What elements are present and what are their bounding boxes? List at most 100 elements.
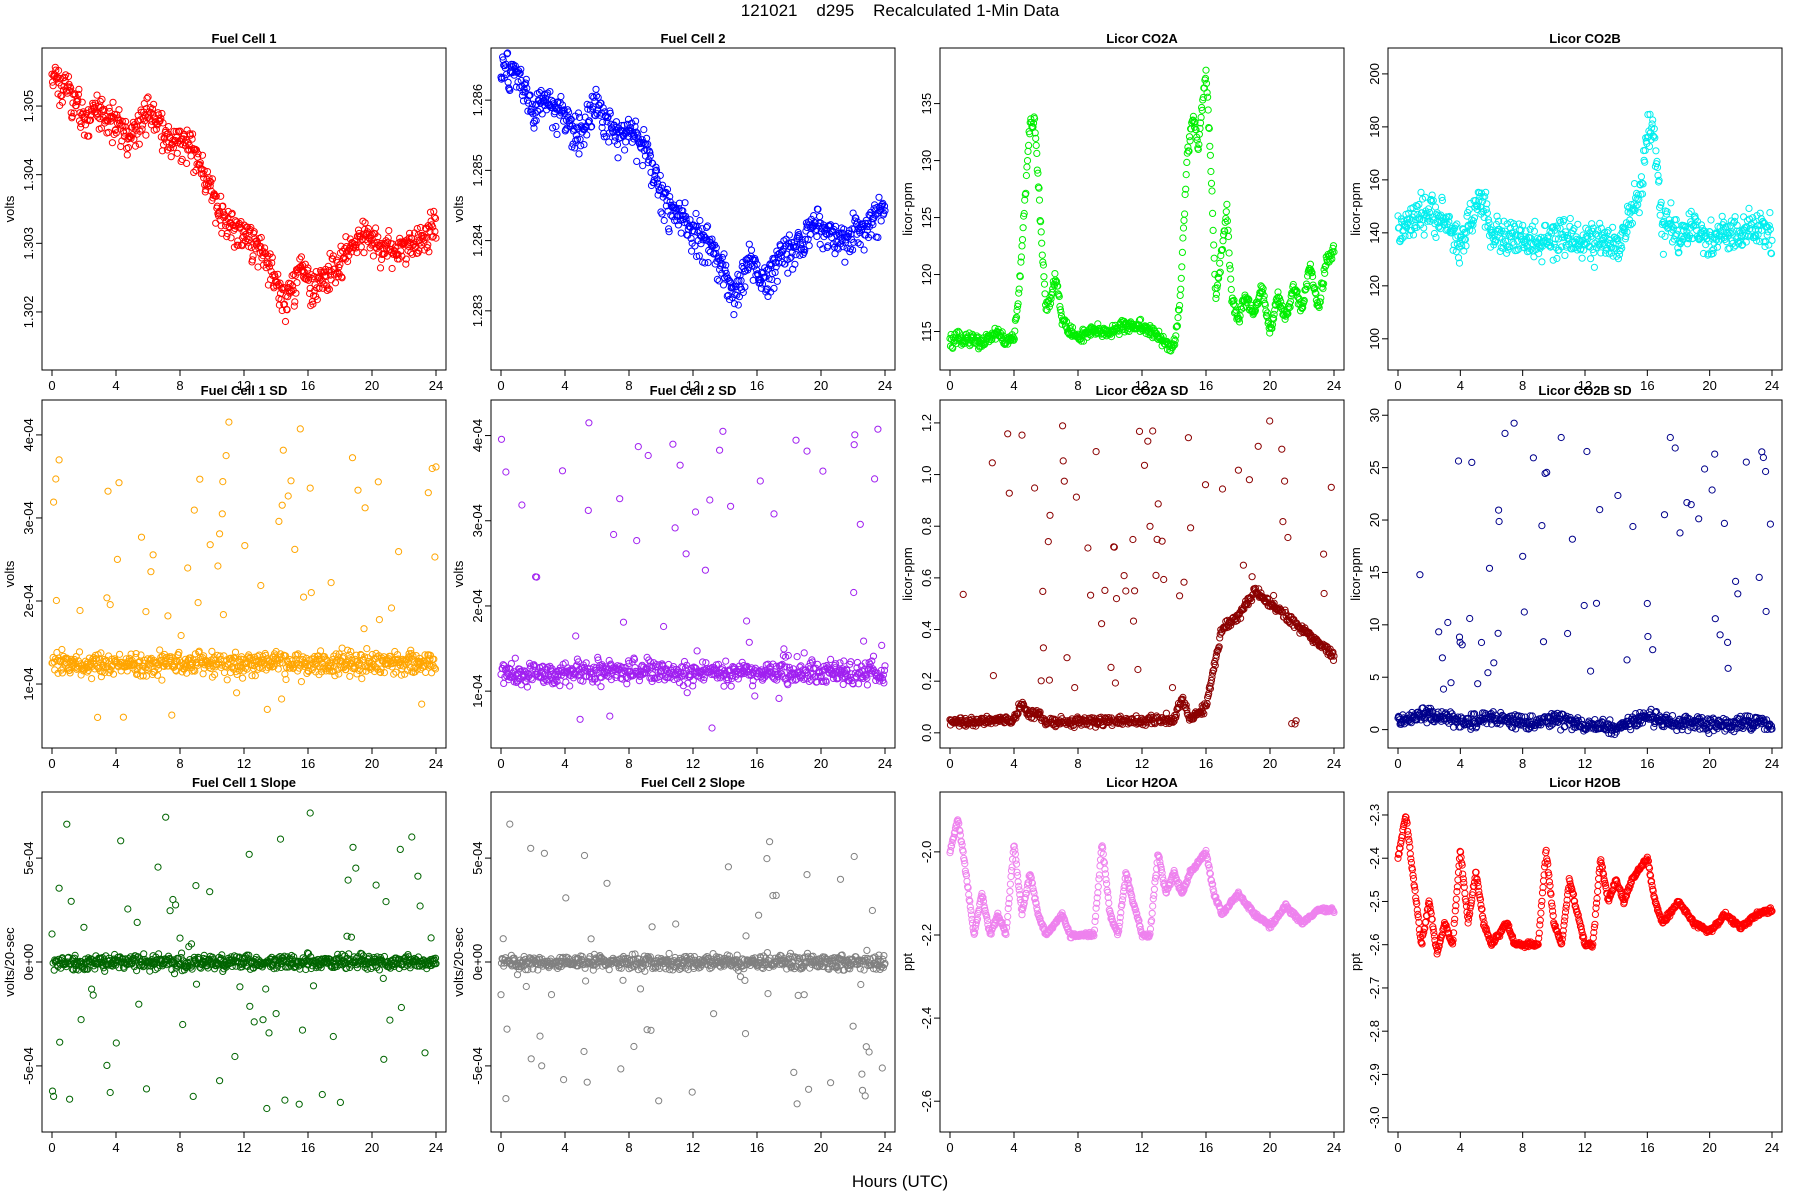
fuel-cell-2-point <box>697 240 705 248</box>
fuel-cell-1-point <box>206 182 214 190</box>
fuel-cell-1-point <box>159 119 167 127</box>
licor-co2a-sd-point <box>1180 578 1188 586</box>
fuel-cell-2-point <box>571 144 579 152</box>
fuel-cell-2-point <box>581 113 589 121</box>
licor-co2a-sd-point <box>1152 571 1160 580</box>
fuel-cell-2-point <box>675 199 684 207</box>
fuel-cell-2-point <box>813 232 821 241</box>
fuel-cell-2-sd-point <box>610 530 618 539</box>
fuel-cell-1-point <box>80 131 89 139</box>
fuel-cell-2-sd-point <box>584 506 592 514</box>
licor-co2a-xtick-label: 20 <box>1263 378 1277 393</box>
fuel-cell-1-point <box>67 109 75 117</box>
fuel-cell-2-xtick-label: 0 <box>497 378 504 393</box>
fuel-cell-1-point <box>266 250 274 258</box>
fuel-cell-2-point <box>856 240 864 249</box>
licor-co2b-point <box>1637 173 1646 181</box>
fuel-cell-2-sd-point <box>851 431 859 439</box>
licor-co2a-sd-point <box>1129 617 1138 625</box>
licor-co2b-point <box>1766 209 1774 217</box>
fuel-cell-2-sd-point <box>850 441 858 449</box>
fuel-cell-2-point <box>641 139 649 148</box>
fuel-cell-1-xtick-label: 0 <box>48 378 55 393</box>
licor-co2a-point <box>1204 93 1212 101</box>
licor-co2b-xtick-label: 8 <box>1519 378 1526 393</box>
fuel-cell-2-sd-point <box>566 682 574 690</box>
licor-co2b-title: Licor CO2B <box>1549 31 1621 46</box>
fuel-cell-2-point <box>788 249 796 257</box>
licor-co2a-point <box>1177 274 1185 282</box>
fuel-cell-1-sd-point <box>279 446 287 454</box>
fuel-cell-2-point <box>658 181 667 189</box>
fuel-cell-1-sd-point <box>103 594 111 602</box>
fuel-cell-2-sd-point <box>671 524 679 532</box>
fuel-cell-1-y-axis-label: volts <box>2 195 17 222</box>
fuel-cell-1-sd-ytick-label: 4e-04 <box>21 418 36 451</box>
fuel-cell-1-panel: Fuel Cell 10 4 8 12 16 20 241.3021.3031.3041.3… <box>2 31 447 393</box>
fuel-cell-1-sd-point <box>223 676 231 684</box>
licor-co2a-point <box>1038 239 1046 247</box>
fuel-cell-2-point <box>522 75 530 83</box>
fuel-cell-2-sd-point <box>850 588 858 597</box>
licor-co2a-point <box>1207 167 1215 176</box>
fuel-cell-2-point <box>614 154 622 162</box>
licor-co2a-point <box>1186 137 1194 145</box>
licor-co2a-point <box>1024 147 1032 155</box>
fuel-cell-1-point <box>97 124 106 132</box>
fuel-cell-2-point <box>715 277 723 285</box>
licor-co2a-point <box>973 332 981 340</box>
licor-co2a-ytick-label: 135 <box>919 93 934 115</box>
licor-co2a-ytick-label: 115 <box>919 321 934 342</box>
fuel-cell-2-point <box>612 118 621 126</box>
licor-co2a-point <box>1206 142 1214 150</box>
fuel-cell-1-sd-y-axis-label: volts <box>2 560 17 587</box>
fuel-cell-2-point <box>682 212 690 220</box>
fuel-cell-2-xtick-label: 24 <box>878 378 892 393</box>
licor-co2a-point <box>1210 241 1218 249</box>
fuel-cell-1-point <box>430 213 438 221</box>
fuel-cell-2-sd-point <box>518 501 526 509</box>
fuel-cell-1-sd-point <box>164 612 172 620</box>
fuel-cell-1-point <box>423 244 431 252</box>
fuel-cell-2-point <box>541 101 549 110</box>
fuel-cell-2-point <box>735 277 743 285</box>
fuel-cell-2-point <box>652 166 661 174</box>
fuel-cell-1-sd-point <box>233 689 241 697</box>
fuel-cell-1-point <box>264 252 272 260</box>
fuel-cell-1-point <box>431 227 439 236</box>
fuel-cell-2-sd-point <box>881 662 889 670</box>
fuel-cell-1-sd-points <box>48 418 440 722</box>
fuel-cell-2-point <box>604 113 612 121</box>
licor-co2a-xtick-label: 24 <box>1327 378 1341 393</box>
fuel-cell-1-sd-title: Fuel Cell 1 SD <box>201 383 288 398</box>
fuel-cell-1-sd-point <box>241 542 249 550</box>
fuel-cell-2-point <box>639 162 647 170</box>
fuel-cell-2-point <box>582 123 590 131</box>
licor-co2a-point <box>1208 187 1216 195</box>
fuel-cell-2-panel: Fuel Cell 20 4 8 12 16 20 241.2831.2841.2851.2… <box>451 31 896 393</box>
fuel-cell-2-sd-point <box>497 435 506 443</box>
licor-co2a-sd-point <box>1134 665 1142 674</box>
fuel-cell-1-sd-point <box>208 647 216 656</box>
fuel-cell-1-xtick-label: 16 <box>301 378 315 393</box>
fuel-cell-2-sd-point <box>633 537 641 545</box>
fuel-cell-2-sd-xtick-label: 24 <box>878 756 892 771</box>
fuel-cell-2-point <box>880 202 889 210</box>
fuel-cell-1-point <box>388 264 396 273</box>
licor-co2b-point <box>1578 254 1586 262</box>
fuel-cell-1-sd-point <box>239 674 247 682</box>
fuel-cell-1-point <box>352 244 360 252</box>
fuel-cell-1-sd-point <box>149 551 157 559</box>
fuel-cell-2-point <box>565 108 573 116</box>
fuel-cell-1-point <box>183 159 191 167</box>
fuel-cell-1-point <box>190 168 198 176</box>
fuel-cell-2-point <box>701 259 709 267</box>
fuel-cell-2-point <box>500 74 508 82</box>
licor-co2a-point <box>1051 270 1059 278</box>
licor-co2a-sd-xtick-label: 4 <box>1010 756 1017 771</box>
fuel-cell-2-point <box>550 100 558 108</box>
licor-co2a-point <box>1204 106 1212 114</box>
fuel-cell-1-point <box>415 247 423 255</box>
licor-co2a-sd-ytick-label: 0.2 <box>919 672 934 690</box>
fuel-cell-2-sd-panel: Fuel Cell 2 SD0 4 8 12 16 20 241e-042e-043e-04… <box>451 383 896 771</box>
